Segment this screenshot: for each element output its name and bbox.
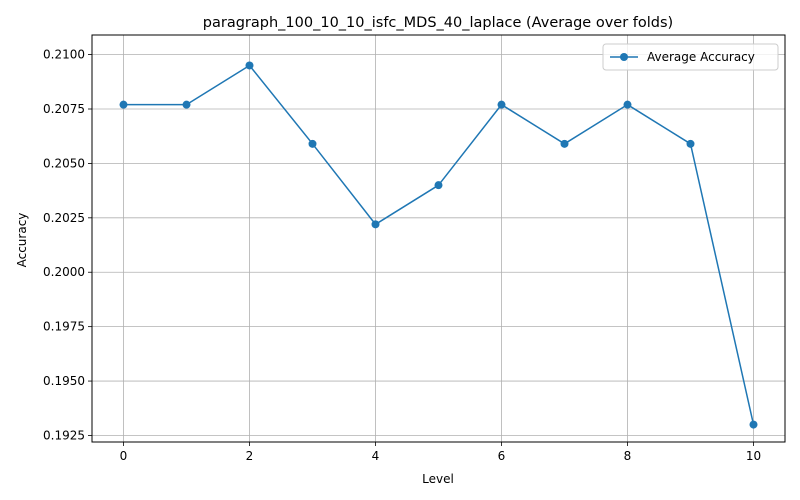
x-tick-label: 6 (498, 449, 506, 463)
x-tick-label: 10 (746, 449, 761, 463)
x-tick-label: 8 (624, 449, 632, 463)
y-tick-label: 0.2000 (43, 265, 85, 279)
chart-title: paragraph_100_10_10_isfc_MDS_40_laplace … (203, 15, 673, 31)
x-tick-label: 4 (372, 449, 380, 463)
y-tick-label: 0.2100 (43, 48, 85, 62)
x-tick-label: 2 (246, 449, 254, 463)
data-point (119, 100, 128, 109)
data-point (749, 420, 758, 429)
x-axis-label: Level (422, 472, 454, 486)
legend-box (602, 43, 779, 71)
data-point (497, 100, 506, 109)
data-point (623, 100, 632, 109)
y-tick-label: 0.1950 (43, 374, 85, 388)
data-point (182, 100, 191, 109)
legend-marker-swatch (620, 53, 628, 61)
y-tick-label: 0.2075 (43, 102, 85, 116)
data-point (560, 139, 569, 148)
y-tick-label: 0.1925 (43, 428, 85, 442)
legend: Average Accuracy (602, 43, 779, 71)
legend-entry-label: Average Accuracy (647, 50, 755, 64)
y-tick-label: 0.2025 (43, 211, 85, 225)
data-point (434, 181, 443, 190)
plot-area-frame (91, 34, 786, 443)
data-series (119, 61, 758, 429)
x-tick-label: 0 (120, 449, 128, 463)
data-point (686, 139, 695, 148)
data-point (371, 220, 380, 229)
y-tick-label: 0.2050 (43, 156, 85, 170)
y-axis-label: Accuracy (15, 213, 29, 268)
data-point (245, 61, 254, 70)
data-point (308, 139, 317, 148)
axis-ticks: 0 2 4 6 8 10 0.1925 0.1950 0.1975 0.2000 0.2025 0.2… (43, 48, 761, 463)
y-tick-label: 0.1975 (43, 320, 85, 334)
